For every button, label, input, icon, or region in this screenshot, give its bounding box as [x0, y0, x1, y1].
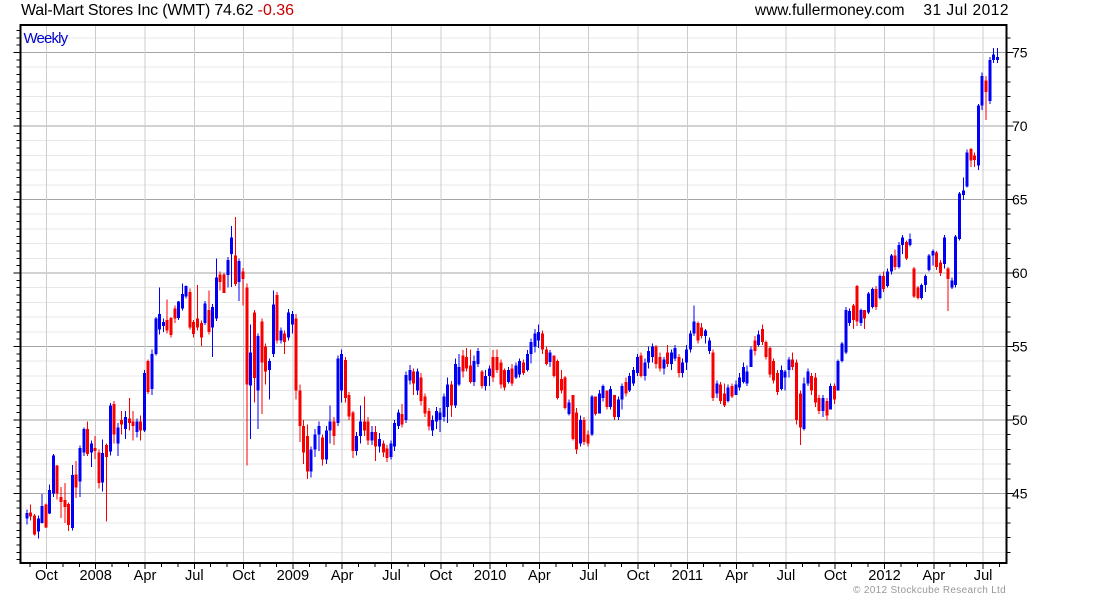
svg-text:Apr: Apr: [528, 568, 551, 584]
svg-text:Apr: Apr: [922, 568, 945, 584]
svg-text:2011: 2011: [672, 568, 703, 584]
svg-text:© 2012 Stockcube Research Ltd: © 2012 Stockcube Research Ltd: [853, 585, 1006, 596]
svg-text:2012: 2012: [868, 568, 900, 584]
svg-text:50: 50: [1012, 412, 1028, 428]
svg-text:55: 55: [1012, 339, 1028, 355]
svg-text:Apr: Apr: [725, 568, 748, 584]
svg-text:Wal-Mart Stores Inc (WMT) 74.6: Wal-Mart Stores Inc (WMT) 74.62 -0.36: [21, 2, 294, 19]
svg-text:www.fullermoney.com: www.fullermoney.com: [754, 2, 905, 19]
svg-text:Oct: Oct: [627, 568, 650, 584]
svg-text:Weekly: Weekly: [24, 30, 69, 47]
svg-text:Apr: Apr: [331, 568, 354, 584]
svg-text:Oct: Oct: [35, 568, 58, 584]
svg-text:2009: 2009: [277, 568, 309, 584]
svg-text:2010: 2010: [474, 568, 506, 584]
svg-text:Jul: Jul: [185, 568, 204, 584]
svg-text:Oct: Oct: [824, 568, 847, 584]
svg-text:Jul: Jul: [382, 568, 401, 584]
svg-text:70: 70: [1012, 118, 1028, 134]
svg-text:Apr: Apr: [134, 568, 157, 584]
svg-text:Oct: Oct: [232, 568, 255, 584]
svg-text:65: 65: [1012, 192, 1028, 208]
svg-text:45: 45: [1012, 486, 1028, 502]
svg-text:Jul: Jul: [777, 568, 796, 584]
svg-text:75: 75: [1012, 45, 1028, 61]
svg-text:2008: 2008: [79, 568, 111, 584]
svg-text:31 Jul 2012: 31 Jul 2012: [923, 2, 1009, 19]
svg-text:60: 60: [1012, 265, 1028, 281]
svg-text:Oct: Oct: [429, 568, 452, 584]
svg-text:Jul: Jul: [974, 568, 993, 584]
svg-text:Jul: Jul: [579, 568, 598, 584]
